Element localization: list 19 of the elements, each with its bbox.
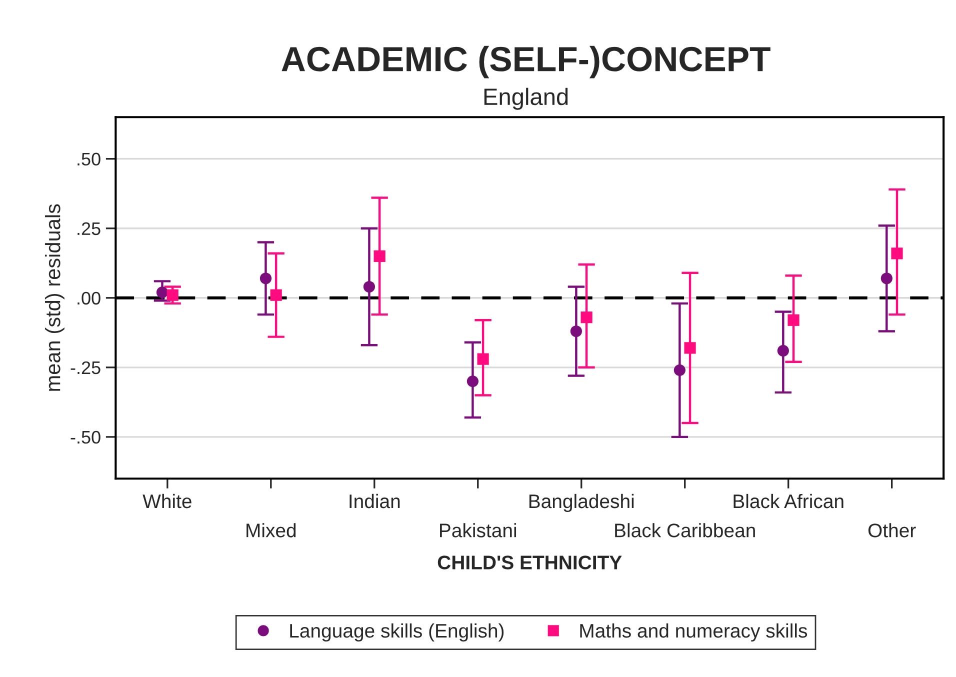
x-tick-label: Mixed: [246, 523, 296, 538]
legend-label: Language skills (English): [290, 623, 504, 642]
x-tick-label: Pakistani: [440, 523, 516, 538]
x-tick-label: Bangladeshi: [529, 494, 634, 512]
x-axis-title: CHILD'S ETHNICITY: [438, 556, 622, 570]
x-tick-label: Other: [868, 523, 916, 538]
x-tick-label: White: [142, 494, 192, 508]
x-tick-label: Black Caribbean: [615, 523, 755, 538]
y-tick-label: .50: [78, 152, 100, 166]
legend-label: Maths and numeracy skills: [580, 623, 808, 642]
y-tick-label: .00: [78, 292, 100, 305]
chart-subtitle: England: [484, 88, 568, 110]
chart-title: ACADEMIC (SELF-)CONCEPT: [282, 46, 770, 78]
y-tick-label: .25: [78, 222, 100, 236]
x-tick-label: Indian: [350, 494, 400, 508]
x-tick-label: Black African: [734, 494, 844, 508]
y-tick-label: -.25: [70, 361, 100, 374]
y-axis-title: mean (std) residuals: [45, 204, 64, 391]
y-tick-label: -.50: [70, 430, 100, 444]
